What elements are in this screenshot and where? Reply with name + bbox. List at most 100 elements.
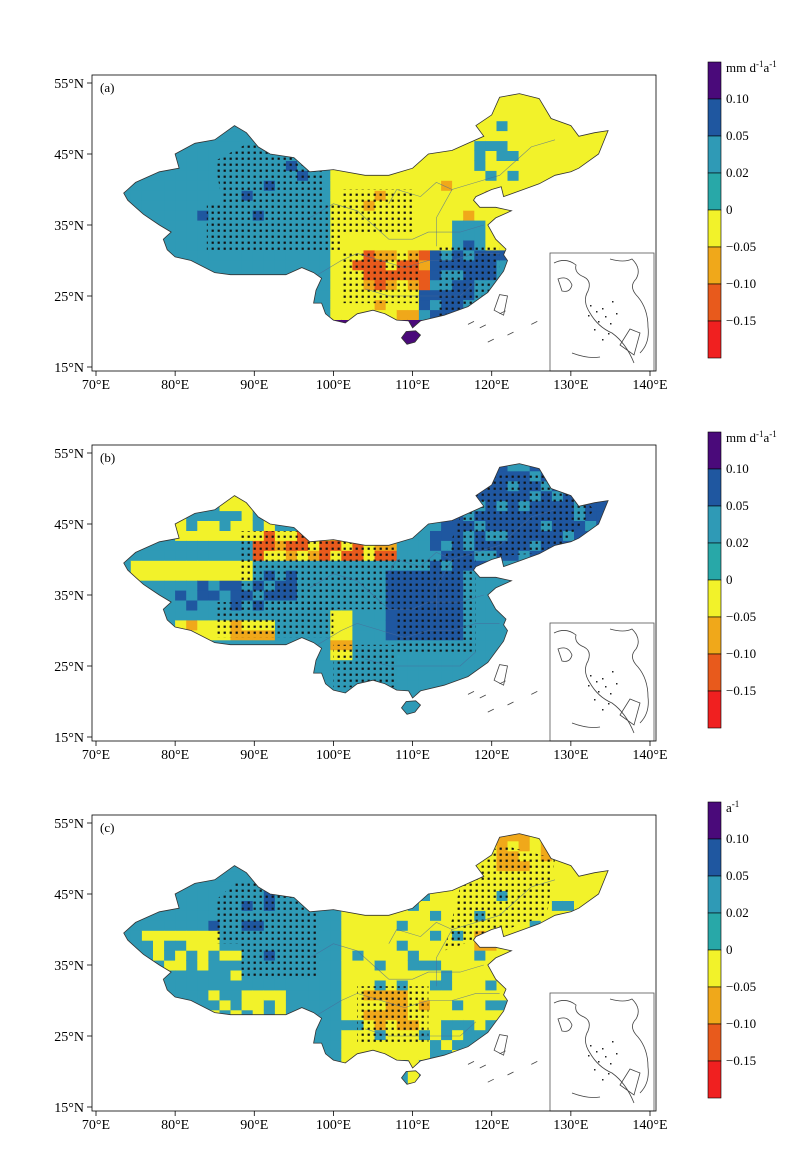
x-tick-label: 130°E xyxy=(553,1118,588,1133)
x-tick-label: 90°E xyxy=(240,378,268,393)
x-tick-label: 70°E xyxy=(82,748,110,763)
colorbar-tick-label: −0.10 xyxy=(726,276,756,291)
x-tick-label: 100°E xyxy=(316,748,351,763)
colorbar-segment xyxy=(707,653,722,692)
colorbar-unit: mm d-1a-1 xyxy=(726,429,777,445)
colorbar-tick-label: −0.15 xyxy=(726,1053,756,1068)
y-tick-label: 55°N xyxy=(54,447,84,462)
china-outline xyxy=(123,463,609,699)
y-tick-label: 25°N xyxy=(54,290,84,305)
map-frame xyxy=(91,444,657,742)
x-tick-label: 70°E xyxy=(82,378,110,393)
colorbar-segment xyxy=(707,246,722,285)
map-frame xyxy=(91,74,657,372)
y-tick-label: 15°N xyxy=(54,361,84,376)
x-tick-label: 140°E xyxy=(632,748,667,763)
colorbar-tick-label: 0.10 xyxy=(726,91,749,106)
colorbar-tick-label: 0 xyxy=(726,202,733,217)
y-tick-label: 35°N xyxy=(54,959,84,974)
taiwan-outline xyxy=(493,664,508,686)
colorbar: 0.10 0.05 0.02 0 −0.05 −0.10 −0.15 mm d-1a-1 xyxy=(707,429,777,729)
colorbar-tick-label: −0.05 xyxy=(726,609,756,624)
colorbar: 0.10 0.05 0.02 0 −0.05 −0.10 −0.15 a-1 xyxy=(707,799,756,1099)
y-tick-label: 45°N xyxy=(54,888,84,903)
colorbar-segment xyxy=(707,875,722,914)
colorbar-tick-label: −0.15 xyxy=(726,683,756,698)
x-tick-label: 130°E xyxy=(553,378,588,393)
y-tick-label: 45°N xyxy=(54,518,84,533)
colorbar-segment xyxy=(707,209,722,248)
colorbar-tick-label: 0.02 xyxy=(726,165,749,180)
china-outline xyxy=(123,833,609,1069)
y-tick-label: 45°N xyxy=(54,148,84,163)
colorbar-tick-label: 0.05 xyxy=(726,128,749,143)
panel-label: (a) xyxy=(100,80,114,95)
x-tick-label: 110°E xyxy=(395,378,430,393)
taiwan-outline xyxy=(493,1034,508,1056)
taiwan-outline xyxy=(493,294,508,316)
colorbar-segment xyxy=(707,616,722,655)
colorbar-segment xyxy=(707,283,722,322)
hainan-outline xyxy=(400,700,422,715)
china-outline xyxy=(123,93,609,329)
x-tick-label: 100°E xyxy=(316,1118,351,1133)
colorbar-segment xyxy=(707,986,722,1025)
y-tick-label: 55°N xyxy=(54,817,84,832)
colorbar-tick-label: 0.05 xyxy=(726,868,749,883)
panel-label: (c) xyxy=(100,820,114,835)
colorbar-tick-label: −0.10 xyxy=(726,1016,756,1031)
colorbar-segment xyxy=(707,838,722,877)
colorbar-segment xyxy=(707,468,722,507)
x-tick-label: 100°E xyxy=(316,378,351,393)
colorbar-segment xyxy=(707,431,722,470)
y-tick-label: 35°N xyxy=(54,589,84,604)
colorbar-tick-label: −0.10 xyxy=(726,646,756,661)
colorbar-tick-label: 0 xyxy=(726,572,733,587)
colorbar: 0.10 0.05 0.02 0 −0.05 −0.10 −0.15 mm d-1a-1 xyxy=(707,59,777,359)
colorbar-unit: mm d-1a-1 xyxy=(726,59,777,75)
x-tick-label: 120°E xyxy=(474,748,509,763)
colorbar-unit: a-1 xyxy=(726,799,739,815)
colorbar-segment xyxy=(707,98,722,137)
colorbar-tick-label: −0.05 xyxy=(726,979,756,994)
colorbar-tick-label: 0.02 xyxy=(726,535,749,550)
colorbar-segment xyxy=(707,912,722,951)
map-frame xyxy=(91,814,657,1112)
hainan-outline xyxy=(400,330,422,345)
colorbar-segment xyxy=(707,135,722,174)
colorbar-tick-label: 0.05 xyxy=(726,498,749,513)
x-tick-label: 80°E xyxy=(161,1118,189,1133)
colorbar-segment xyxy=(707,542,722,581)
map-panel-1: (a) 70°E 80°E 90°E 100°E 110°E 120°E 130°E 140°E… xyxy=(54,59,776,393)
panel-label: (b) xyxy=(100,450,115,465)
y-tick-label: 25°N xyxy=(54,660,84,675)
x-tick-label: 70°E xyxy=(82,1118,110,1133)
y-tick-label: 25°N xyxy=(54,1030,84,1045)
colorbar-tick-label: 0 xyxy=(726,942,733,957)
colorbar-segment xyxy=(707,690,722,729)
south-china-sea-inset xyxy=(549,992,655,1112)
x-tick-label: 110°E xyxy=(395,1118,430,1133)
x-tick-label: 90°E xyxy=(240,1118,268,1133)
map-panel-3: (c) 70°E 80°E 90°E 100°E 110°E 120°E 130°E 140°E… xyxy=(54,799,756,1133)
x-tick-label: 110°E xyxy=(395,748,430,763)
colorbar-segment xyxy=(707,579,722,618)
south-china-sea-inset xyxy=(549,622,655,742)
x-tick-label: 90°E xyxy=(240,748,268,763)
x-tick-label: 80°E xyxy=(161,748,189,763)
x-tick-label: 80°E xyxy=(161,378,189,393)
colorbar-tick-label: 0.02 xyxy=(726,905,749,920)
x-tick-label: 120°E xyxy=(474,378,509,393)
colorbar-segment xyxy=(707,505,722,544)
x-tick-label: 130°E xyxy=(553,748,588,763)
x-tick-label: 140°E xyxy=(632,1118,667,1133)
south-china-sea-inset xyxy=(549,252,655,372)
colorbar-tick-label: 0.10 xyxy=(726,831,749,846)
colorbar-segment xyxy=(707,1023,722,1062)
y-tick-label: 15°N xyxy=(54,1101,84,1116)
colorbar-segment xyxy=(707,61,722,100)
colorbar-segment xyxy=(707,172,722,211)
colorbar-tick-label: −0.05 xyxy=(726,239,756,254)
colorbar-segment xyxy=(707,320,722,359)
map-panel-2: (b) 70°E 80°E 90°E 100°E 110°E 120°E 130°E 140°E… xyxy=(54,429,776,763)
